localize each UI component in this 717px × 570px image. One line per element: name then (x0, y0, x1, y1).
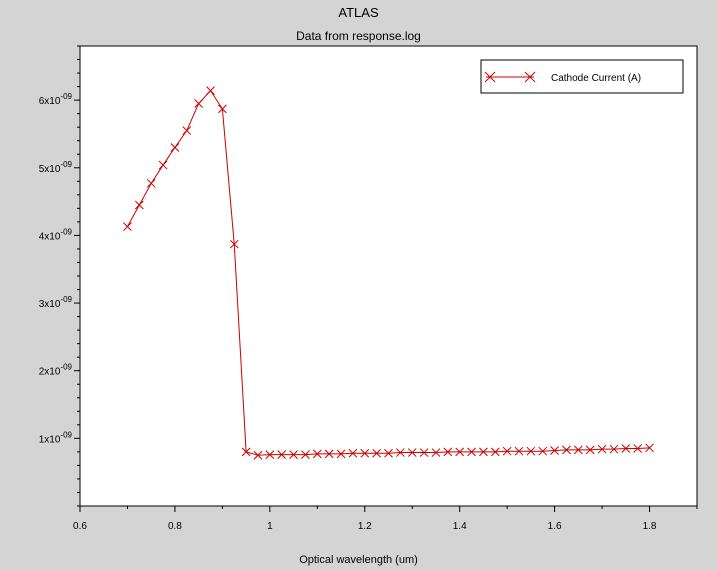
data-point-marker (502, 446, 512, 456)
data-point-marker (146, 178, 156, 188)
data-point-marker (490, 447, 500, 457)
data-point-marker (514, 446, 524, 456)
data-point-marker (229, 239, 239, 249)
data-point-marker (407, 448, 417, 457)
data-point-marker (134, 200, 144, 210)
data-point-marker (597, 444, 607, 454)
x-tick-label: 1.6 (548, 521, 562, 532)
data-point-marker (431, 448, 441, 457)
data-point-marker (360, 448, 370, 458)
data-point-marker (550, 446, 559, 455)
data-point-marker (194, 99, 204, 108)
data-point-marker (218, 104, 227, 114)
y-tick-label: 2x10-09 (39, 363, 73, 378)
app-title: ATLAS (338, 5, 379, 20)
legend-marker-icon (484, 71, 536, 83)
data-point-marker (253, 450, 263, 460)
data-point-marker (443, 447, 453, 457)
data-point-marker (479, 447, 488, 457)
plot-area (79, 45, 698, 507)
data-point-marker (301, 450, 310, 459)
y-tick-label: 1x10-09 (39, 430, 73, 445)
y-tick-label: 6x10-09 (39, 92, 73, 107)
data-point-marker (384, 448, 393, 458)
data-point-marker (206, 86, 215, 96)
data-point-marker (277, 450, 287, 459)
y-tick-label: 4x10-09 (39, 227, 73, 242)
data-point-marker (123, 222, 132, 231)
x-tick-label: 1 (267, 521, 273, 532)
x-tick-label: 1.4 (453, 521, 467, 532)
data-point-marker (182, 126, 192, 135)
data-point-marker (158, 160, 168, 170)
data-point-marker (455, 447, 465, 457)
data-point-marker (289, 450, 298, 459)
data-point-marker (573, 445, 583, 455)
y-tick-label: 5x10-09 (39, 160, 73, 175)
data-point-marker (526, 446, 536, 456)
legend: Cathode Current (A) (480, 59, 684, 94)
data-point-marker (621, 444, 631, 453)
data-point-marker (241, 447, 251, 457)
data-point-marker (348, 448, 358, 458)
x-tick-label: 1.8 (643, 521, 657, 532)
data-point-marker (312, 449, 322, 459)
x-tick-label: 0.8 (168, 521, 182, 532)
data-point-marker (609, 444, 619, 454)
data-point-marker (265, 450, 275, 459)
chart-title: Data from response.log (296, 29, 421, 43)
x-axis-label: Optical wavelength (um) (299, 554, 418, 566)
x-tick-label: 1.2 (358, 521, 372, 532)
data-point-marker (538, 446, 548, 456)
data-point-marker (467, 447, 476, 457)
data-point-marker (562, 445, 571, 455)
data-point-marker (336, 449, 346, 459)
data-point-marker (633, 444, 643, 453)
data-point-marker (419, 448, 429, 457)
data-point-marker (372, 448, 381, 458)
data-point-marker (324, 449, 334, 459)
data-point-marker (170, 143, 180, 152)
x-tick-label: 0.6 (73, 521, 87, 532)
data-point-marker (645, 443, 654, 453)
data-point-marker (396, 448, 405, 457)
legend-label: Cathode Current (A) (551, 73, 641, 84)
data-point-marker (585, 445, 595, 455)
y-tick-label: 3x10-09 (39, 295, 73, 310)
